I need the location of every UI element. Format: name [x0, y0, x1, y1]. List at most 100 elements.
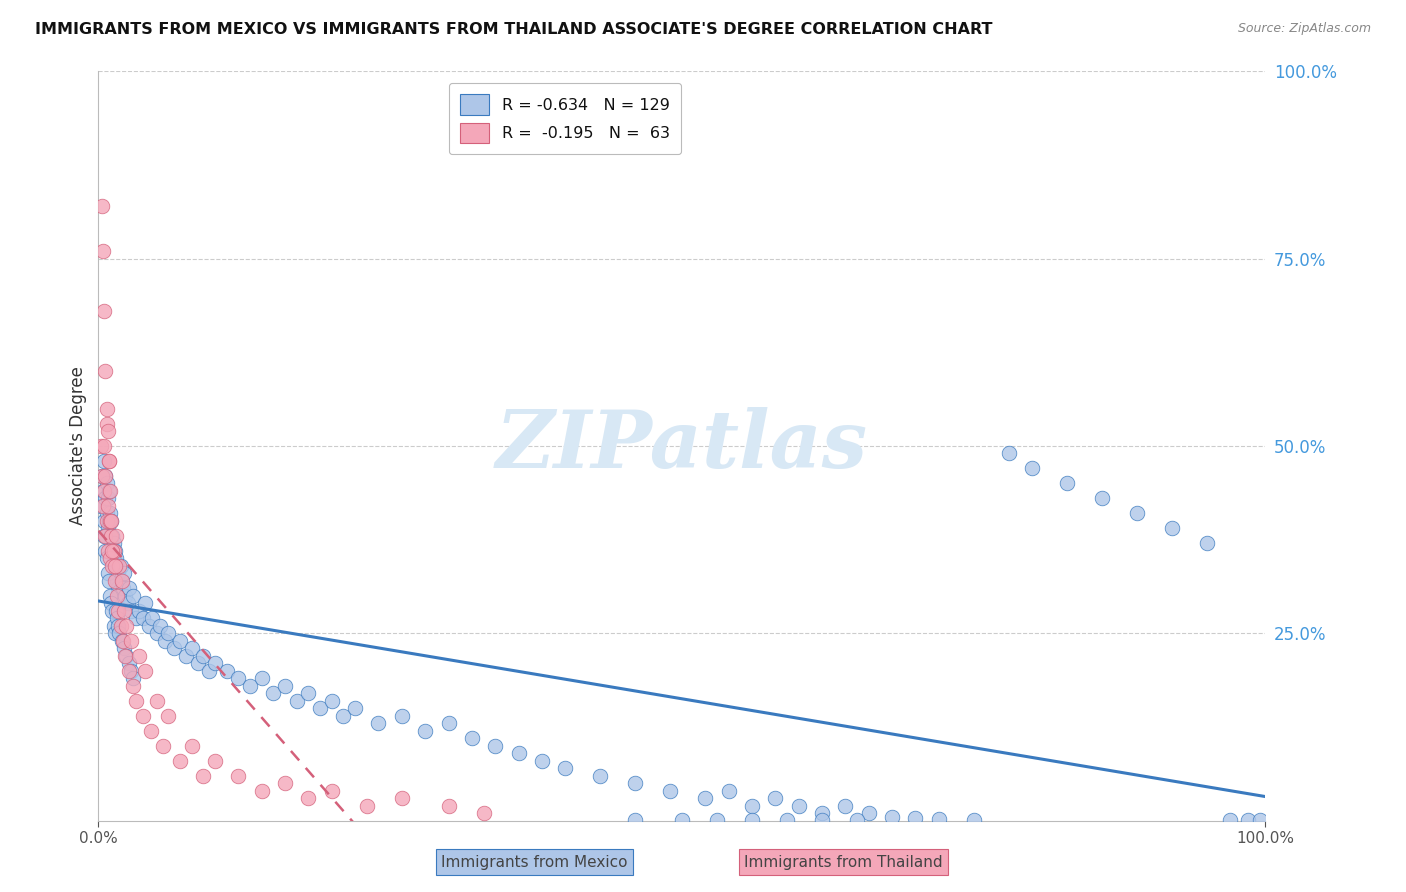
Point [128, 648, 150, 663]
Point [112, 566, 135, 581]
Point [104, 551, 127, 566]
Point [846, 813, 869, 827]
Point [928, 812, 950, 826]
Point [391, 791, 413, 805]
Point [132, 611, 155, 625]
Text: IMMIGRANTS FROM MEXICO VS IMMIGRANTS FROM THAILAND ASSOCIATE'S DEGREE CORRELATIO: IMMIGRANTS FROM MEXICO VS IMMIGRANTS FRO… [35, 22, 993, 37]
Point [104, 626, 127, 640]
Point [1219, 813, 1241, 827]
Point [97, 424, 120, 438]
Point [274, 679, 297, 693]
Legend: R = -0.634   N = 129, R =  -0.195   N =  63: R = -0.634 N = 129, R = -0.195 N = 63 [450, 83, 681, 154]
Point [1237, 813, 1260, 827]
Point [811, 813, 834, 827]
Point [100, 596, 122, 610]
Point [104, 574, 127, 588]
Point [103, 619, 125, 633]
Point [101, 544, 124, 558]
Point [97, 483, 120, 498]
Point [125, 694, 148, 708]
Point [91, 483, 114, 498]
Point [94, 469, 117, 483]
Point [787, 798, 810, 813]
Point [97, 491, 120, 506]
Point [118, 657, 141, 671]
Point [118, 582, 141, 596]
Point [250, 783, 273, 797]
Point [108, 558, 131, 573]
Point [103, 551, 125, 566]
Text: Immigrants from Mexico: Immigrants from Mexico [441, 855, 627, 870]
Point [104, 558, 127, 573]
Point [858, 806, 880, 821]
Point [122, 671, 145, 685]
Point [104, 566, 127, 581]
Point [112, 641, 135, 656]
Point [157, 708, 180, 723]
Point [98, 507, 121, 521]
Point [695, 791, 717, 805]
Point [90, 499, 112, 513]
Point [98, 551, 121, 566]
Point [134, 664, 156, 678]
Point [776, 813, 799, 827]
Point [96, 507, 118, 521]
Point [741, 798, 763, 813]
Point [97, 514, 120, 528]
Point [274, 776, 297, 790]
Point [169, 633, 191, 648]
Point [94, 364, 117, 378]
Point [90, 469, 112, 483]
Point [139, 723, 162, 738]
Point [624, 776, 647, 790]
Point [93, 529, 115, 543]
Point [134, 596, 156, 610]
Point [93, 514, 115, 528]
Point [93, 454, 115, 468]
Point [763, 791, 786, 805]
Point [297, 686, 319, 700]
Point [96, 551, 118, 566]
Point [101, 604, 124, 618]
Point [110, 619, 132, 633]
Point [204, 754, 226, 768]
Point [94, 544, 117, 558]
Point [187, 657, 209, 671]
Point [180, 739, 202, 753]
Point [105, 574, 128, 588]
Point [101, 529, 124, 543]
Point [391, 708, 413, 723]
Point [1056, 476, 1078, 491]
Point [96, 401, 118, 416]
Point [1126, 507, 1149, 521]
Point [128, 604, 150, 618]
Point [97, 574, 120, 588]
Point [356, 798, 378, 813]
Point [589, 769, 612, 783]
Point [107, 619, 129, 633]
Point [163, 641, 186, 656]
Point [706, 813, 728, 827]
Point [96, 417, 118, 431]
Point [671, 813, 693, 827]
Point [904, 811, 927, 825]
Point [90, 199, 112, 213]
Point [250, 671, 273, 685]
Point [193, 769, 215, 783]
Point [111, 574, 134, 588]
Point [105, 558, 128, 573]
Point [508, 746, 530, 760]
Point [104, 529, 127, 543]
Point [120, 664, 142, 678]
Point [120, 633, 142, 648]
Point [834, 798, 856, 813]
Point [104, 544, 127, 558]
Point [120, 604, 142, 618]
Point [962, 813, 984, 827]
Point [101, 544, 124, 558]
Point [115, 619, 138, 633]
Point [138, 619, 160, 633]
Point [141, 611, 163, 625]
Point [97, 521, 120, 535]
Point [115, 648, 138, 663]
